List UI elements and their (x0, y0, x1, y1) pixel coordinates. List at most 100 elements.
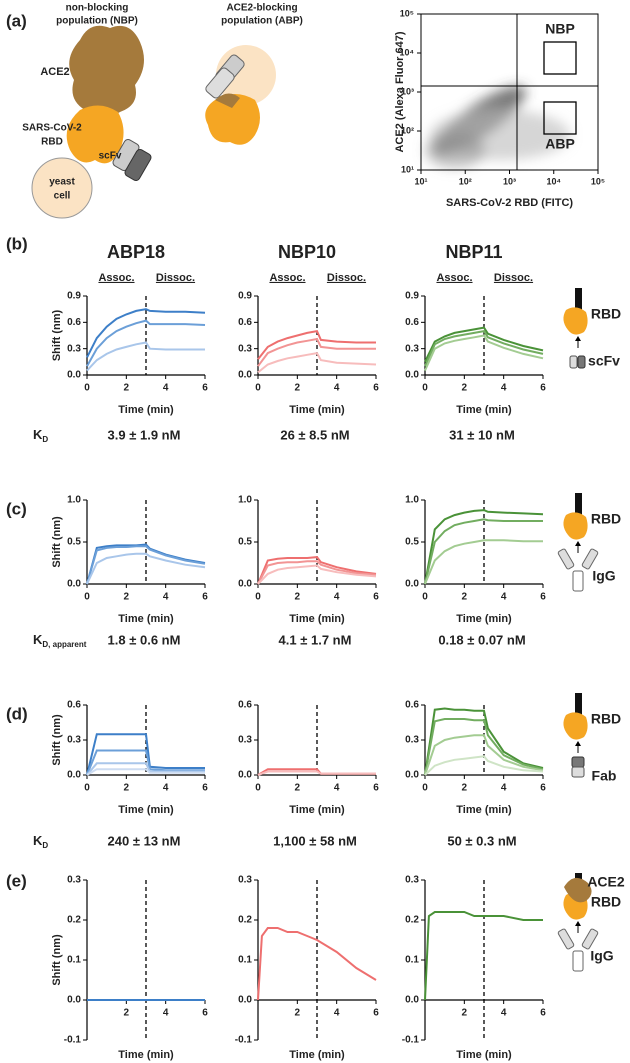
x-tick-label: 6 (540, 783, 546, 794)
panel-label: (a) (6, 11, 27, 30)
x-tick-label: 6 (202, 1008, 208, 1019)
kd-value: 4.1 ± 1.7 nM (279, 632, 352, 647)
sensorgram (257, 927, 377, 1001)
x-axis-label: Time (min) (289, 613, 345, 625)
y-tick-label: 0.5 (67, 537, 81, 548)
gate (543, 101, 577, 135)
gate (543, 41, 577, 75)
x-tick-label: 2 (124, 1008, 130, 1019)
diagram-label: cell (54, 191, 71, 202)
rbd-shape (563, 712, 588, 740)
diagram-label: yeast (49, 177, 75, 188)
kd-value: 0.18 ± 0.07 nM (438, 632, 525, 647)
x-tick-label: 0 (255, 383, 261, 394)
x-axis-label: Time (min) (118, 404, 174, 416)
kd-value: 1.8 ± 0.6 nM (108, 632, 181, 647)
y-tick-label: -0.1 (402, 1035, 420, 1046)
x-tick-label: 10¹ (414, 176, 427, 186)
sensor-tip (575, 288, 582, 310)
ace2-fragment (215, 93, 240, 108)
x-tick-label: 6 (373, 1008, 379, 1019)
igg-fc (572, 570, 584, 592)
x-tick-label: 4 (163, 1008, 169, 1019)
scfv-shape (205, 67, 235, 99)
x-tick-label: 2 (124, 383, 130, 394)
rbd-shape (563, 512, 588, 540)
x-tick-label: 2 (462, 383, 468, 394)
sensorgram (257, 329, 376, 360)
column-header: NBP11 (445, 242, 502, 262)
kd-letter: K (33, 427, 43, 442)
kd-symbol: KD, apparent (33, 632, 87, 649)
y-tick-label: 0.0 (67, 770, 81, 781)
x-tick-label: 4 (501, 1008, 507, 1019)
sensorgram (86, 768, 205, 776)
diagram-title: population (ABP) (221, 16, 303, 27)
y-tick-label: 0.9 (238, 291, 252, 302)
y-tick-label: 0.2 (67, 915, 81, 926)
y-tick-label: 0.1 (238, 955, 252, 966)
y-tick-label: 0.6 (238, 700, 252, 711)
x-tick-label: 2 (295, 383, 301, 394)
x-tick-label: 6 (540, 383, 546, 394)
y-tick-label: 0.6 (405, 700, 419, 711)
kd-letter: K (33, 632, 43, 647)
igg-fc (572, 950, 584, 972)
y-tick-label: 0.0 (238, 370, 252, 381)
y-tick-label: 0.3 (67, 735, 81, 746)
icon-label: RBD (591, 711, 621, 727)
x-tick-label: 0 (422, 592, 428, 603)
scfv (577, 355, 586, 369)
y-tick-label: 0.5 (238, 537, 252, 548)
x-axis-label: Time (min) (289, 404, 345, 416)
kd-subscript: D (42, 435, 48, 444)
x-tick-label: 4 (334, 592, 340, 603)
x-tick-label: 4 (334, 783, 340, 794)
y-tick-label: 1.0 (405, 495, 419, 506)
sensorgram (424, 334, 544, 372)
y-tick-label: 0.3 (238, 875, 252, 886)
y-tick-label: 0.9 (405, 291, 419, 302)
x-axis-label: Time (min) (289, 804, 345, 816)
rbd-shape (205, 94, 260, 145)
y-tick-label: 0.0 (405, 370, 419, 381)
density (425, 85, 570, 168)
x-axis-label: SARS-CoV-2 RBD (FITC) (446, 197, 573, 209)
x-tick-label: 2 (462, 592, 468, 603)
phase-label: Assoc. (98, 272, 134, 284)
x-tick-label: 6 (202, 383, 208, 394)
y-tick-label: 0.0 (405, 770, 419, 781)
y-tick-label: 0.6 (67, 700, 81, 711)
panel-label: (e) (6, 871, 27, 890)
y-tick-label: 0.0 (238, 995, 252, 1006)
x-tick-label: 6 (373, 383, 379, 394)
sensorgram (86, 552, 206, 585)
icon-label: ACE2 (587, 874, 625, 890)
sensorgram (257, 351, 377, 374)
icon-label: Fab (592, 768, 617, 784)
y-tick-label: 0.3 (405, 735, 419, 746)
x-axis-label: Time (min) (118, 804, 174, 816)
panel-label: (c) (6, 499, 27, 518)
y-axis-label: ACE2 (Alexa Fluor 647) (394, 31, 406, 152)
rbd-shape (66, 105, 124, 164)
icon-label: RBD (591, 894, 621, 910)
column-header: ABP18 (107, 242, 165, 262)
kd-value: 1,100 ± 58 nM (273, 833, 357, 848)
gate-label: ABP (545, 136, 575, 152)
phase-label: Dissoc. (327, 272, 366, 284)
yeast-cell (31, 157, 93, 219)
y-tick-label: 0.0 (67, 579, 81, 590)
column-header: NBP10 (278, 242, 336, 262)
x-tick-label: 6 (202, 592, 208, 603)
x-tick-label: 0 (84, 383, 90, 394)
igg-arm (581, 928, 599, 950)
kd-symbol: KD (33, 833, 48, 850)
y-tick-label: 0.6 (238, 317, 252, 328)
igg-arm (557, 928, 575, 950)
x-tick-label: 10⁴ (547, 176, 561, 186)
sensorgram (424, 718, 544, 776)
x-tick-label: 2 (295, 1008, 301, 1019)
arrow-head (575, 741, 581, 746)
kd-value: 31 ± 10 nM (449, 427, 515, 442)
